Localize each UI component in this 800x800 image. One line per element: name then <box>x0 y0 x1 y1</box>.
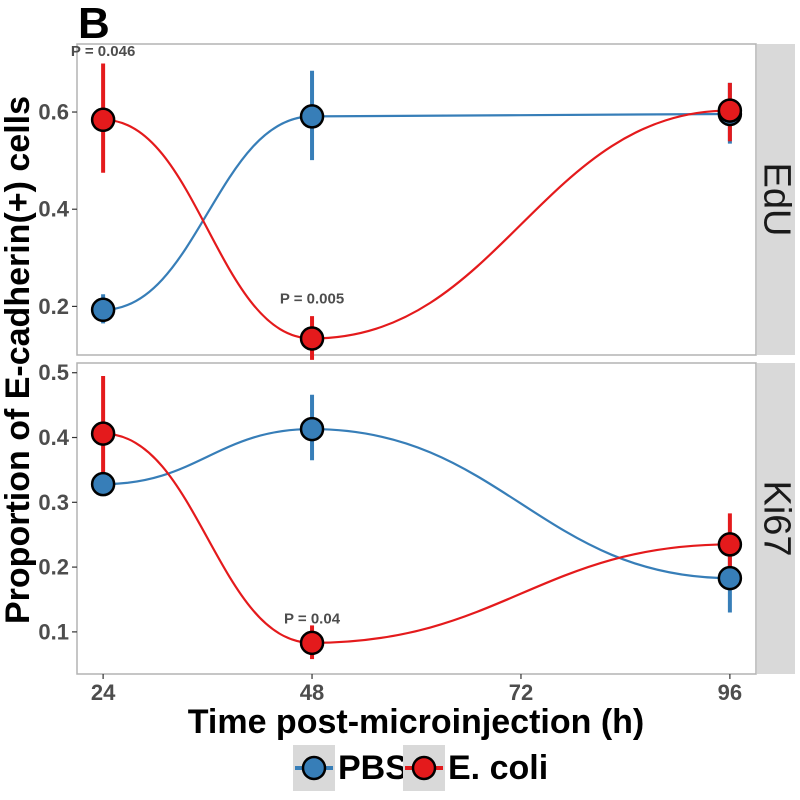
data-point-pbs <box>90 471 116 497</box>
facet-strip <box>757 44 795 355</box>
data-point-e-coli <box>717 98 743 123</box>
panel-tag: B <box>78 0 110 48</box>
legend-key-point <box>411 755 437 781</box>
p-value-annotation: P = 0.005 <box>280 291 344 308</box>
data-point-pbs <box>90 297 116 323</box>
facet-strip <box>757 363 795 674</box>
data-point-pbs <box>717 565 743 591</box>
x-axis: 24 48 72 96 <box>91 674 742 705</box>
facet-edu: EdU 0.2 0.4 0.6 P = 0.046 P = 0.005 <box>38 43 798 360</box>
facet-layer: EdU 0.2 0.4 0.6 P = 0.046 P = 0.005 Ki67 0.1 0.2… <box>38 43 798 675</box>
y-tick-label: 0.6 <box>38 100 69 125</box>
data-point-e-coli <box>90 107 116 133</box>
x-axis-title: Time post-microinjection (h) <box>188 703 645 741</box>
panel-border <box>76 362 757 675</box>
x-tick-label: 96 <box>718 680 742 705</box>
x-tick-label: 72 <box>509 680 533 705</box>
legend-label: E. coli <box>448 749 548 787</box>
data-point-e-coli <box>299 326 325 351</box>
legend-entry-pbs: PBS <box>293 745 408 791</box>
x-tick-label: 48 <box>300 680 324 705</box>
y-tick-label: 0.2 <box>38 294 69 319</box>
data-point-e-coli <box>717 532 743 557</box>
p-value-annotation: P = 0.046 <box>71 43 135 60</box>
x-tick-label: 24 <box>91 680 116 705</box>
legend: PBS E. coli <box>293 745 548 791</box>
p-value-annotation: P = 0.04 <box>284 610 341 627</box>
panel-border <box>76 43 757 356</box>
series-line-pbs <box>103 427 730 580</box>
y-axis-title: Proportion of E-cadherin(+) cells <box>0 96 37 624</box>
legend-entry-e-coli: E. coli <box>403 745 548 791</box>
data-point-pbs <box>299 416 325 442</box>
y-tick-label: 0.3 <box>38 490 69 515</box>
data-point-e-coli <box>90 421 116 446</box>
y-tick-label: 0.4 <box>38 425 69 450</box>
series-line-e-coli <box>103 109 730 340</box>
y-tick-label: 0.5 <box>38 360 69 385</box>
legend-key-point <box>301 755 327 781</box>
y-tick-label: 0.4 <box>38 197 69 222</box>
facet-strip-label: Ki67 <box>756 480 798 556</box>
y-tick-label: 0.2 <box>38 555 69 580</box>
data-point-e-coli <box>299 630 325 656</box>
data-point-pbs <box>299 104 325 129</box>
y-tick-label: 0.1 <box>38 619 69 644</box>
legend-label: PBS <box>338 749 408 787</box>
facet-ki67: Ki67 0.1 0.2 0.3 0.4 0.5 P = 0.04 <box>38 360 798 675</box>
facet-strip-label: EdU <box>756 163 798 237</box>
